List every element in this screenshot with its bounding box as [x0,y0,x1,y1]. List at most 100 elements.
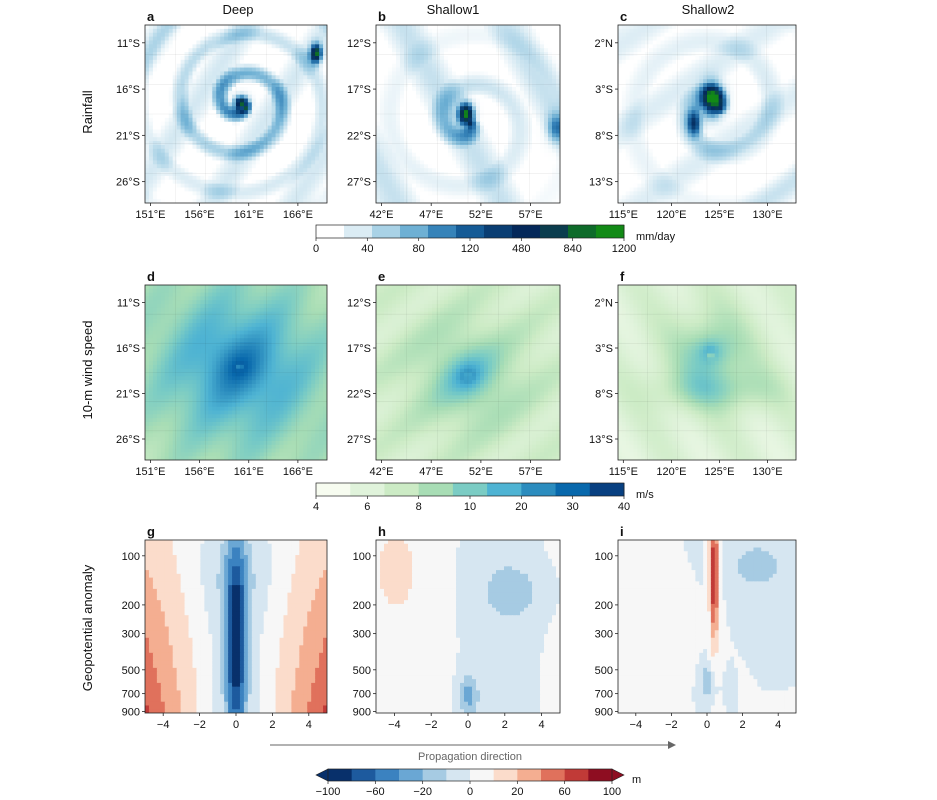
ytick-a: 26°S [116,177,140,189]
colorbar-swatch [400,225,429,238]
field-a [145,25,327,203]
propagation-direction-label: Propagation direction [418,751,522,763]
colorbar-unit: m/s [636,489,654,501]
xtick-f: 120°E [656,466,686,478]
ytick-h: 500 [353,665,371,677]
xtick-c: 125°E [704,209,734,221]
colorbar-swatch [589,483,625,496]
ytick-g: 500 [122,665,140,677]
xtick-d: 166°E [283,466,313,478]
colorbar-tick: 6 [364,501,370,513]
xtick-a: 156°E [185,209,215,221]
row-label-wind-speed: 10-m wind speed [80,321,95,420]
colorbar-tick: 10 [464,501,476,513]
panel-b: b 12°S 17°S 22°S 27°S 42°E 47°E 52°E 57°E [347,9,561,221]
xtick-f: 125°E [704,466,734,478]
xtick-i: 2 [740,719,746,731]
colorbar-swatch [456,225,485,238]
xtick-c: 120°E [656,209,686,221]
ytick-e: 17°S [347,343,371,355]
panel-frame-d [144,284,328,461]
panel-label-e: e [378,269,385,284]
panel-label-i: i [620,524,624,539]
column-title-shallow1: Shallow1 [427,2,480,17]
ytick-b: 12°S [347,38,371,50]
xtick-d: 151°E [135,466,165,478]
ytick-a: 11°S [117,38,140,50]
row-label-geopotential: Geopotential anomaly [80,564,95,691]
colorbar-unit: mm/day [636,231,676,243]
xtick-i: −2 [665,719,678,731]
ytick-b: 22°S [347,130,371,142]
panel-h: h 100 200 300 500 700 900 −4 −2 0 2 4 [353,524,561,731]
colorbar-tick: −100 [316,786,341,798]
ytick-i: 500 [595,665,613,677]
ytick-g: 200 [122,600,140,612]
xtick-g: −4 [157,719,170,731]
ytick-f: 3°S [595,343,613,355]
xtick-e: 47°E [419,466,443,478]
colorbar-swatch [568,225,597,238]
ytick-f: 8°S [595,389,613,401]
field-e [376,285,560,460]
xtick-d: 156°E [185,466,215,478]
colorbar-swatch [470,769,495,781]
ytick-g: 100 [122,551,140,563]
colorbar-swatch [328,769,353,781]
ytick-g: 300 [122,629,140,641]
colorbar-tick: 120 [461,243,479,255]
colorbar-swatch [350,483,385,496]
ytick-g: 700 [122,689,140,701]
colorbar-swatch [487,483,522,496]
xtick-g: 4 [306,719,312,731]
ytick-c: 8°S [595,130,613,142]
ytick-f: 2°N [595,298,614,310]
colorbar-tick: 100 [603,786,621,798]
ytick-h: 200 [353,600,371,612]
xtick-b: 42°E [370,209,394,221]
colorbar-tick: 840 [563,243,581,255]
xtick-i: 0 [704,719,710,731]
field-f [618,285,796,460]
colorbar-swatch [428,225,457,238]
xtick-a: 161°E [234,209,264,221]
panel-g: g 100 200 300 500 700 900 −4 −2 0 2 4 [122,524,328,731]
xtick-g: 2 [269,719,275,731]
panel-frame-c [617,24,797,204]
panels-layer: a 11°S 16°S 21°S 26°S 151°E 156°E 161°E 166°E b 12… [116,9,797,731]
ytick-i: 900 [595,706,613,718]
xtick-h: 0 [465,719,471,731]
ytick-g: 900 [122,706,140,718]
colorbar-swatch [493,769,518,781]
colorbar-tick: 40 [361,243,373,255]
xtick-h: 4 [539,719,545,731]
colorbar-swatch [512,225,541,238]
column-title-shallow2: Shallow2 [682,2,735,17]
panel-frame-b [375,24,561,204]
ytick-h: 300 [353,629,371,641]
colorbar-swatch [418,483,454,496]
xtick-c: 115°E [609,209,638,221]
xtick-g: −2 [193,719,206,731]
xtick-h: −4 [388,719,401,731]
ytick-f: 13°S [589,434,613,446]
colorbar-swatch [555,483,591,496]
panel-label-c: c [620,9,627,24]
ytick-d: 26°S [116,434,140,446]
panel-d: d 11°S 16°S 21°S 26°S 151°E 156°E 161°E 166°E [116,269,328,478]
colorbar-unit: m [632,774,641,786]
field-c [618,25,796,203]
panel-label-b: b [378,9,386,24]
xtick-g: 0 [233,719,239,731]
xtick-h: −2 [425,719,438,731]
panel-label-d: d [147,269,155,284]
colorbar-tick: 20 [515,501,527,513]
panel-i: i 100 200 300 500 700 900 −4 −2 0 2 4 [595,524,797,731]
colorbar-swatch [372,225,401,238]
ytick-h: 700 [353,689,371,701]
panel-label-f: f [620,269,625,284]
xtick-b: 57°E [519,209,543,221]
panel-label-a: a [147,9,155,24]
xtick-e: 57°E [519,466,543,478]
